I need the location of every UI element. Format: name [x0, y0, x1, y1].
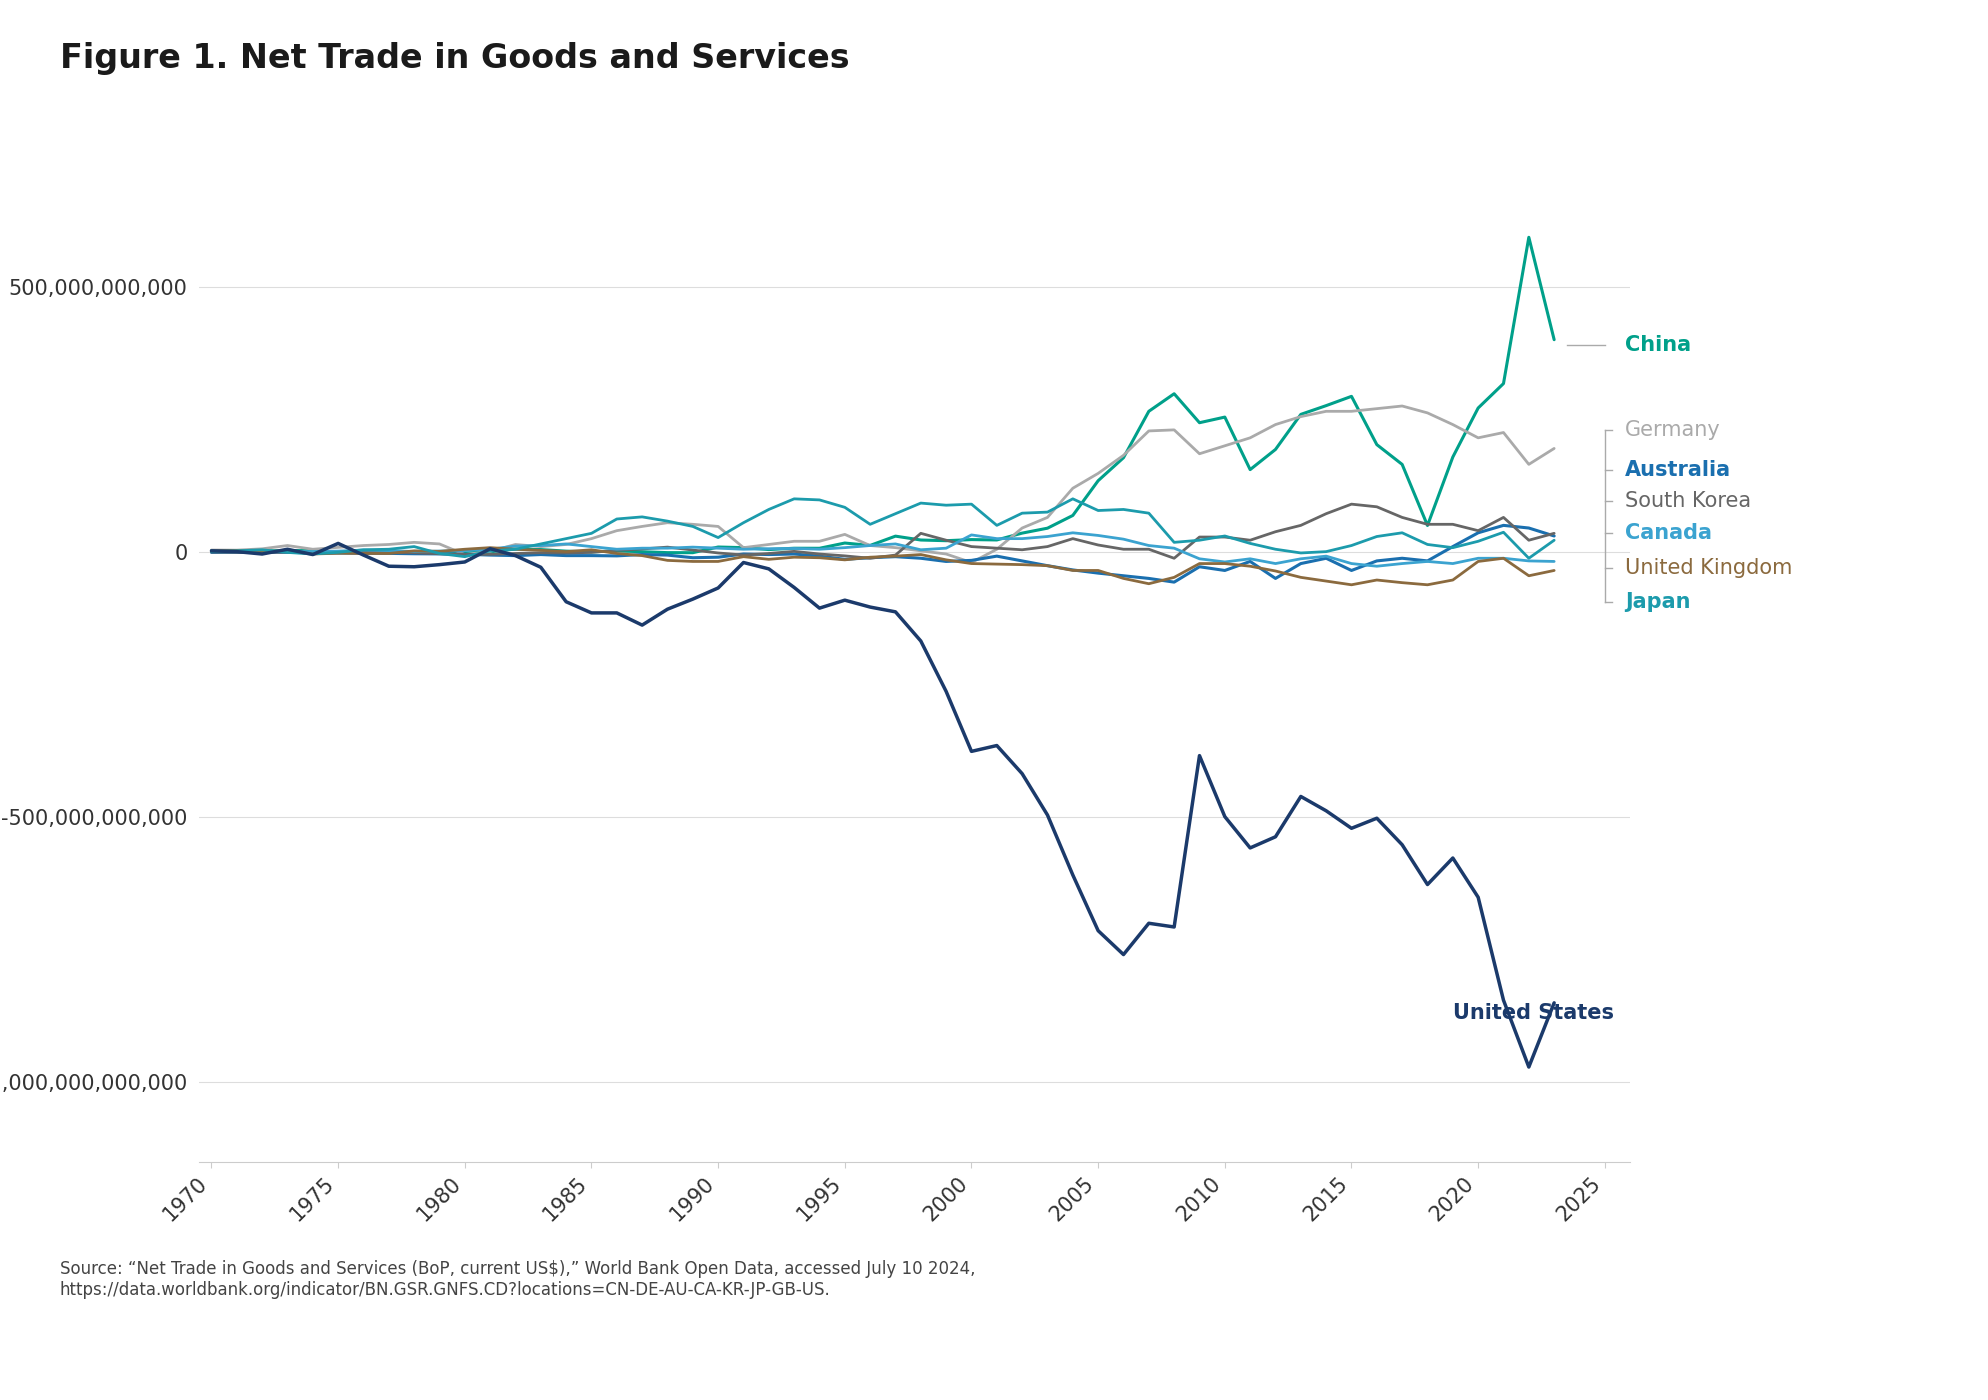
Text: China: China: [1624, 335, 1692, 356]
Text: Figure 1. Net Trade in Goods and Services: Figure 1. Net Trade in Goods and Service…: [60, 42, 849, 76]
Text: Germany: Germany: [1624, 420, 1722, 440]
Text: Canada: Canada: [1624, 524, 1712, 543]
Text: Australia: Australia: [1624, 459, 1732, 480]
Text: South Korea: South Korea: [1624, 491, 1751, 511]
Text: United States: United States: [1453, 1004, 1614, 1023]
Text: Japan: Japan: [1624, 592, 1690, 612]
Text: United Kingdom: United Kingdom: [1624, 557, 1793, 578]
Text: Source: “Net Trade in Goods and Services (BoP, current US$),” World Bank Open Da: Source: “Net Trade in Goods and Services…: [60, 1260, 976, 1299]
